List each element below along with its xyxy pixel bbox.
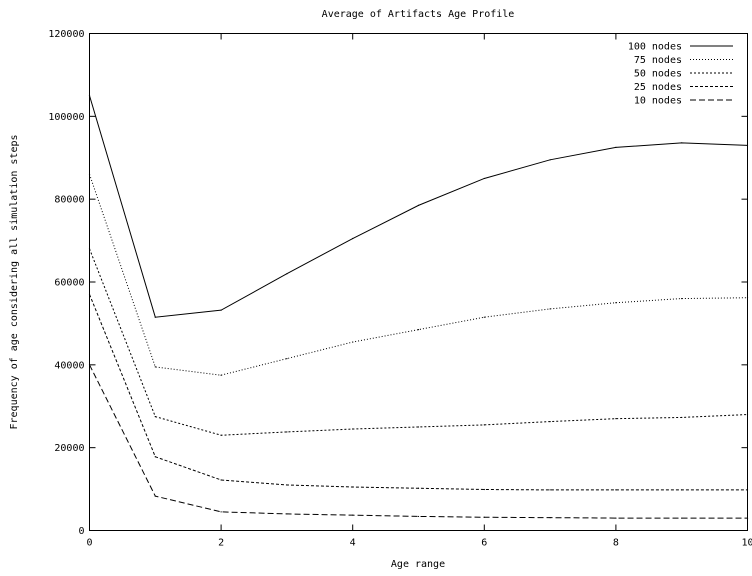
- data-point: [549, 159, 551, 161]
- data-point: [417, 329, 420, 331]
- series-1: [88, 95, 749, 318]
- series-line: [89, 248, 748, 436]
- x-tick-label: 8: [613, 538, 619, 549]
- data-point: [220, 374, 222, 376]
- x-axis-label: Age range: [391, 559, 445, 570]
- legend-label: 75 nodes: [634, 55, 682, 66]
- data-point: [615, 517, 617, 519]
- data-point: [746, 517, 749, 519]
- y-axis-label: Frequency of age considering all simulat…: [9, 134, 20, 429]
- series-group: [88, 95, 749, 519]
- y-tick-label: 40000: [54, 360, 84, 371]
- data-point: [549, 517, 551, 519]
- data-point: [286, 513, 288, 515]
- x-tick-label: 10: [741, 538, 752, 549]
- data-point: [286, 273, 288, 275]
- y-tick-label: 60000: [54, 278, 84, 289]
- data-point: [352, 341, 354, 343]
- data-point: [615, 489, 617, 491]
- data-point: [286, 484, 288, 486]
- series-2: [88, 173, 749, 376]
- y-tick-label: 120000: [48, 29, 84, 40]
- data-point: [615, 302, 617, 304]
- series-3: [88, 248, 749, 436]
- data-point: [681, 142, 683, 144]
- series-line: [89, 95, 748, 318]
- data-point: [88, 173, 91, 175]
- y-tick-label: 0: [78, 526, 84, 537]
- data-point: [88, 95, 91, 97]
- data-point: [483, 424, 485, 426]
- plot-frame: [89, 33, 748, 531]
- data-point: [154, 416, 156, 418]
- legend-label: 10 nodes: [634, 96, 682, 107]
- data-point: [286, 431, 288, 433]
- data-point: [746, 413, 749, 416]
- data-point: [483, 516, 485, 518]
- data-point: [549, 420, 551, 423]
- data-point: [681, 297, 683, 300]
- series-line: [89, 174, 748, 376]
- data-point: [549, 489, 551, 491]
- data-point: [615, 146, 617, 148]
- legend-label: 100 nodes: [628, 42, 682, 53]
- data-point: [286, 358, 288, 360]
- x-tick-label: 6: [481, 538, 487, 549]
- data-point: [681, 517, 683, 519]
- data-point: [88, 293, 91, 296]
- legend: 100 nodes 75 nodes 50 nodes 25 nodes 10 node…: [628, 42, 733, 107]
- data-point: [154, 456, 156, 458]
- x-tick-label: 2: [218, 538, 224, 549]
- series-line: [89, 364, 748, 519]
- data-point: [352, 486, 354, 488]
- data-point: [483, 488, 485, 491]
- chart-title: Average of Artifacts Age Profile: [322, 9, 515, 20]
- data-point: [417, 426, 420, 428]
- y-tick-label: 80000: [54, 195, 84, 206]
- data-point: [88, 364, 91, 366]
- legend-label: 50 nodes: [634, 69, 682, 80]
- x-tick-label: 0: [86, 538, 92, 549]
- data-point: [352, 237, 354, 240]
- data-point: [352, 428, 354, 430]
- data-point: [88, 248, 91, 250]
- x-tick-label: 4: [350, 538, 356, 549]
- series-4: [88, 293, 749, 491]
- series-line: [89, 294, 748, 491]
- data-point: [154, 366, 156, 368]
- y-tick-label: 20000: [54, 443, 84, 454]
- data-point: [154, 495, 156, 497]
- data-point: [483, 177, 485, 180]
- data-point: [417, 515, 420, 518]
- data-point: [220, 511, 222, 513]
- series-5: [88, 364, 749, 519]
- data-point: [417, 487, 420, 489]
- data-point: [352, 514, 354, 516]
- legend-label: 25 nodes: [634, 82, 682, 93]
- data-point: [615, 418, 617, 420]
- data-point: [746, 297, 749, 299]
- data-point: [549, 308, 551, 310]
- y-tick-label: 100000: [48, 112, 84, 123]
- y-axis: 0 20000 40000 60000 80000 100000 120000: [48, 29, 748, 537]
- data-point: [154, 316, 156, 318]
- data-point: [681, 489, 683, 491]
- data-point: [746, 489, 749, 491]
- data-point: [483, 316, 485, 318]
- data-point: [417, 204, 420, 206]
- x-axis: 0 2 4 6 8 10: [86, 33, 752, 549]
- data-point: [220, 479, 222, 481]
- data-point: [746, 144, 749, 146]
- data-point: [220, 309, 222, 311]
- data-point: [681, 416, 683, 419]
- data-point: [220, 434, 222, 436]
